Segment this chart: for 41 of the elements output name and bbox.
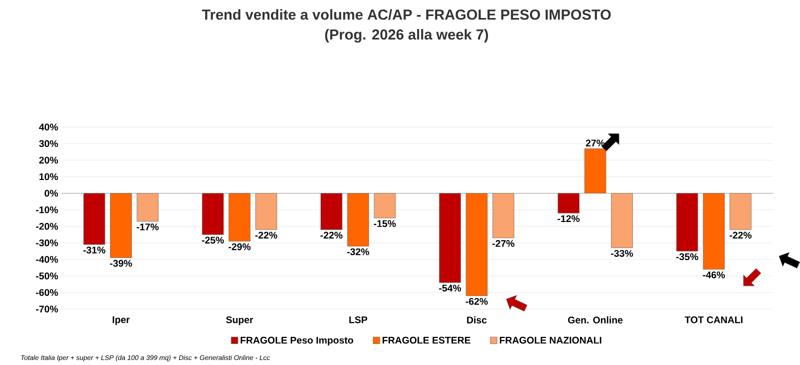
data-label: -15%: [374, 220, 396, 228]
x-tick-label: LSP: [349, 316, 368, 324]
y-tick-label: 10%: [39, 173, 58, 180]
y-tick-label: -70%: [36, 306, 58, 313]
data-label: -33%: [611, 250, 633, 258]
data-label: -22%: [320, 232, 342, 239]
y-tick-label: -30%: [36, 240, 58, 246]
data-label: -22%: [255, 232, 278, 239]
y-tick-label: 0%: [44, 190, 58, 197]
data-label: -25%: [202, 236, 224, 244]
y-tick-label: 40%: [39, 124, 58, 131]
y-tick-label: -60%: [36, 289, 58, 296]
y-tick-label: -40%: [36, 256, 58, 264]
data-label: -17%: [136, 224, 159, 230]
x-tick-label: TOT CANALI: [684, 316, 742, 324]
data-label: -54%: [439, 284, 462, 292]
x-tick-label: Disc: [467, 316, 487, 324]
data-label: 27%: [586, 140, 605, 147]
chart-subtitle: (Prog. 2026 alla week 7): [325, 29, 488, 43]
y-tick-label: -10%: [36, 206, 58, 214]
data-label: -27%: [492, 240, 514, 248]
data-label: -31%: [83, 246, 106, 254]
y-tick-label: -50%: [36, 272, 58, 280]
data-label: -35%: [676, 253, 698, 260]
x-tick-label: Gen. Online: [568, 316, 623, 324]
legend-label: FRAGOLE NAZIONALI: [500, 336, 602, 344]
chart-title: Trend vendite a volume AC/AP - FRAGOLE PESO IMPOSTO: [202, 9, 611, 20]
y-tick-label: 20%: [39, 156, 58, 164]
data-label: -62%: [466, 298, 488, 305]
legend-label: FRAGOLE ESTERE: [382, 336, 470, 344]
y-tick-label: -20%: [36, 223, 58, 230]
data-label: -46%: [702, 272, 725, 279]
data-label: -29%: [228, 244, 251, 250]
x-tick-label: Iper: [112, 316, 130, 326]
y-tick-label: 30%: [39, 140, 58, 148]
x-tick-label: Super: [226, 316, 254, 326]
data-label: -32%: [347, 248, 370, 256]
legend-label: FRAGOLE Peso Imposto: [240, 336, 354, 346]
data-label: -39%: [110, 260, 132, 267]
data-label: -22%: [730, 232, 752, 239]
data-label: -12%: [558, 215, 580, 222]
